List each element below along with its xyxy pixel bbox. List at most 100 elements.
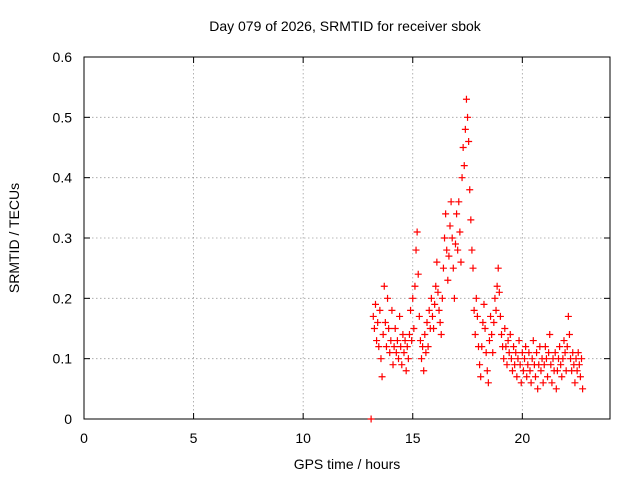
data-point bbox=[374, 318, 382, 326]
data-point bbox=[466, 186, 474, 194]
data-point bbox=[542, 355, 550, 363]
data-point bbox=[479, 318, 487, 326]
data-point bbox=[498, 331, 506, 339]
data-point bbox=[385, 325, 393, 332]
data-point bbox=[524, 361, 532, 369]
data-point bbox=[559, 355, 567, 363]
data-point bbox=[427, 294, 435, 302]
data-point bbox=[505, 349, 513, 357]
data-point bbox=[446, 222, 454, 230]
data-point bbox=[558, 373, 566, 381]
data-point bbox=[388, 306, 396, 314]
data-point bbox=[578, 355, 586, 363]
data-point bbox=[482, 349, 490, 357]
data-point bbox=[399, 331, 407, 339]
data-point bbox=[369, 312, 377, 320]
data-point bbox=[564, 312, 572, 320]
data-point bbox=[436, 318, 444, 326]
data-point bbox=[539, 379, 547, 387]
chart-title: Day 079 of 2026, SRMTID for receiver sbo… bbox=[209, 18, 481, 34]
data-point bbox=[448, 234, 456, 242]
x-tick-label: 0 bbox=[80, 430, 88, 446]
data-point bbox=[519, 367, 527, 375]
data-point bbox=[561, 349, 569, 357]
data-point bbox=[464, 113, 472, 121]
data-point bbox=[565, 331, 573, 339]
data-point bbox=[517, 379, 525, 387]
y-tick-label: 0.1 bbox=[53, 351, 73, 367]
data-point bbox=[447, 198, 455, 206]
data-point bbox=[576, 373, 584, 381]
data-point bbox=[398, 361, 406, 369]
data-point bbox=[465, 137, 473, 145]
data-point bbox=[367, 415, 375, 423]
x-tick-label: 20 bbox=[515, 430, 531, 446]
data-point bbox=[392, 349, 400, 357]
x-tick-label: 5 bbox=[190, 430, 198, 446]
data-point bbox=[467, 216, 475, 224]
data-point bbox=[431, 300, 439, 308]
data-point bbox=[503, 361, 511, 369]
data-point bbox=[379, 331, 387, 339]
data-point bbox=[473, 312, 481, 320]
data-point bbox=[453, 210, 461, 218]
data-point bbox=[481, 325, 489, 332]
data-point bbox=[540, 361, 548, 369]
data-point bbox=[393, 337, 401, 345]
data-point bbox=[435, 306, 443, 314]
x-axis-label: GPS time / hours bbox=[293, 456, 401, 472]
data-point bbox=[547, 361, 555, 369]
x-tick-label: 15 bbox=[405, 430, 421, 446]
data-point bbox=[514, 355, 522, 363]
data-point bbox=[425, 306, 433, 314]
data-point bbox=[575, 361, 583, 369]
data-point bbox=[459, 144, 467, 151]
data-point bbox=[507, 355, 515, 363]
data-point bbox=[461, 125, 469, 133]
data-point bbox=[442, 210, 450, 218]
axis-ticks: 0 5 10 15 20 0 0.1 0.2 0.3 0.4 0.5 0.6 bbox=[53, 49, 610, 446]
data-point bbox=[395, 355, 403, 363]
data-point bbox=[381, 318, 389, 326]
y-tick-label: 0.3 bbox=[53, 230, 73, 246]
data-point bbox=[437, 331, 445, 339]
data-point bbox=[471, 331, 479, 339]
data-point bbox=[439, 264, 447, 272]
data-point bbox=[490, 318, 498, 326]
data-point bbox=[400, 349, 408, 357]
data-point bbox=[391, 325, 399, 332]
data-point bbox=[420, 367, 428, 375]
data-point bbox=[445, 252, 453, 260]
data-point bbox=[512, 349, 520, 357]
y-tick-label: 0.4 bbox=[53, 170, 73, 186]
data-point bbox=[544, 373, 552, 381]
data-point bbox=[513, 373, 521, 381]
y-axis-label: SRMTID / TECUs bbox=[6, 182, 22, 294]
data-point bbox=[397, 343, 405, 351]
data-point bbox=[411, 282, 419, 290]
data-point bbox=[405, 331, 413, 339]
data-point bbox=[556, 343, 564, 351]
data-point bbox=[548, 379, 556, 387]
data-point bbox=[438, 294, 446, 302]
data-point bbox=[389, 361, 397, 369]
data-point bbox=[382, 343, 390, 351]
data-point bbox=[412, 246, 420, 254]
data-point bbox=[416, 337, 424, 345]
data-point bbox=[537, 367, 545, 375]
data-point bbox=[546, 331, 554, 339]
data-point bbox=[403, 343, 411, 351]
data-point bbox=[373, 337, 381, 345]
data-point bbox=[571, 379, 579, 387]
data-point bbox=[414, 270, 422, 278]
data-point bbox=[409, 294, 417, 302]
data-point bbox=[523, 373, 531, 381]
data-point bbox=[563, 343, 571, 351]
data-point bbox=[521, 355, 529, 363]
data-point bbox=[430, 325, 438, 332]
data-point bbox=[510, 343, 518, 351]
data-point bbox=[410, 325, 418, 332]
data-point bbox=[560, 337, 568, 345]
data-point bbox=[484, 379, 492, 387]
data-point bbox=[477, 373, 485, 381]
